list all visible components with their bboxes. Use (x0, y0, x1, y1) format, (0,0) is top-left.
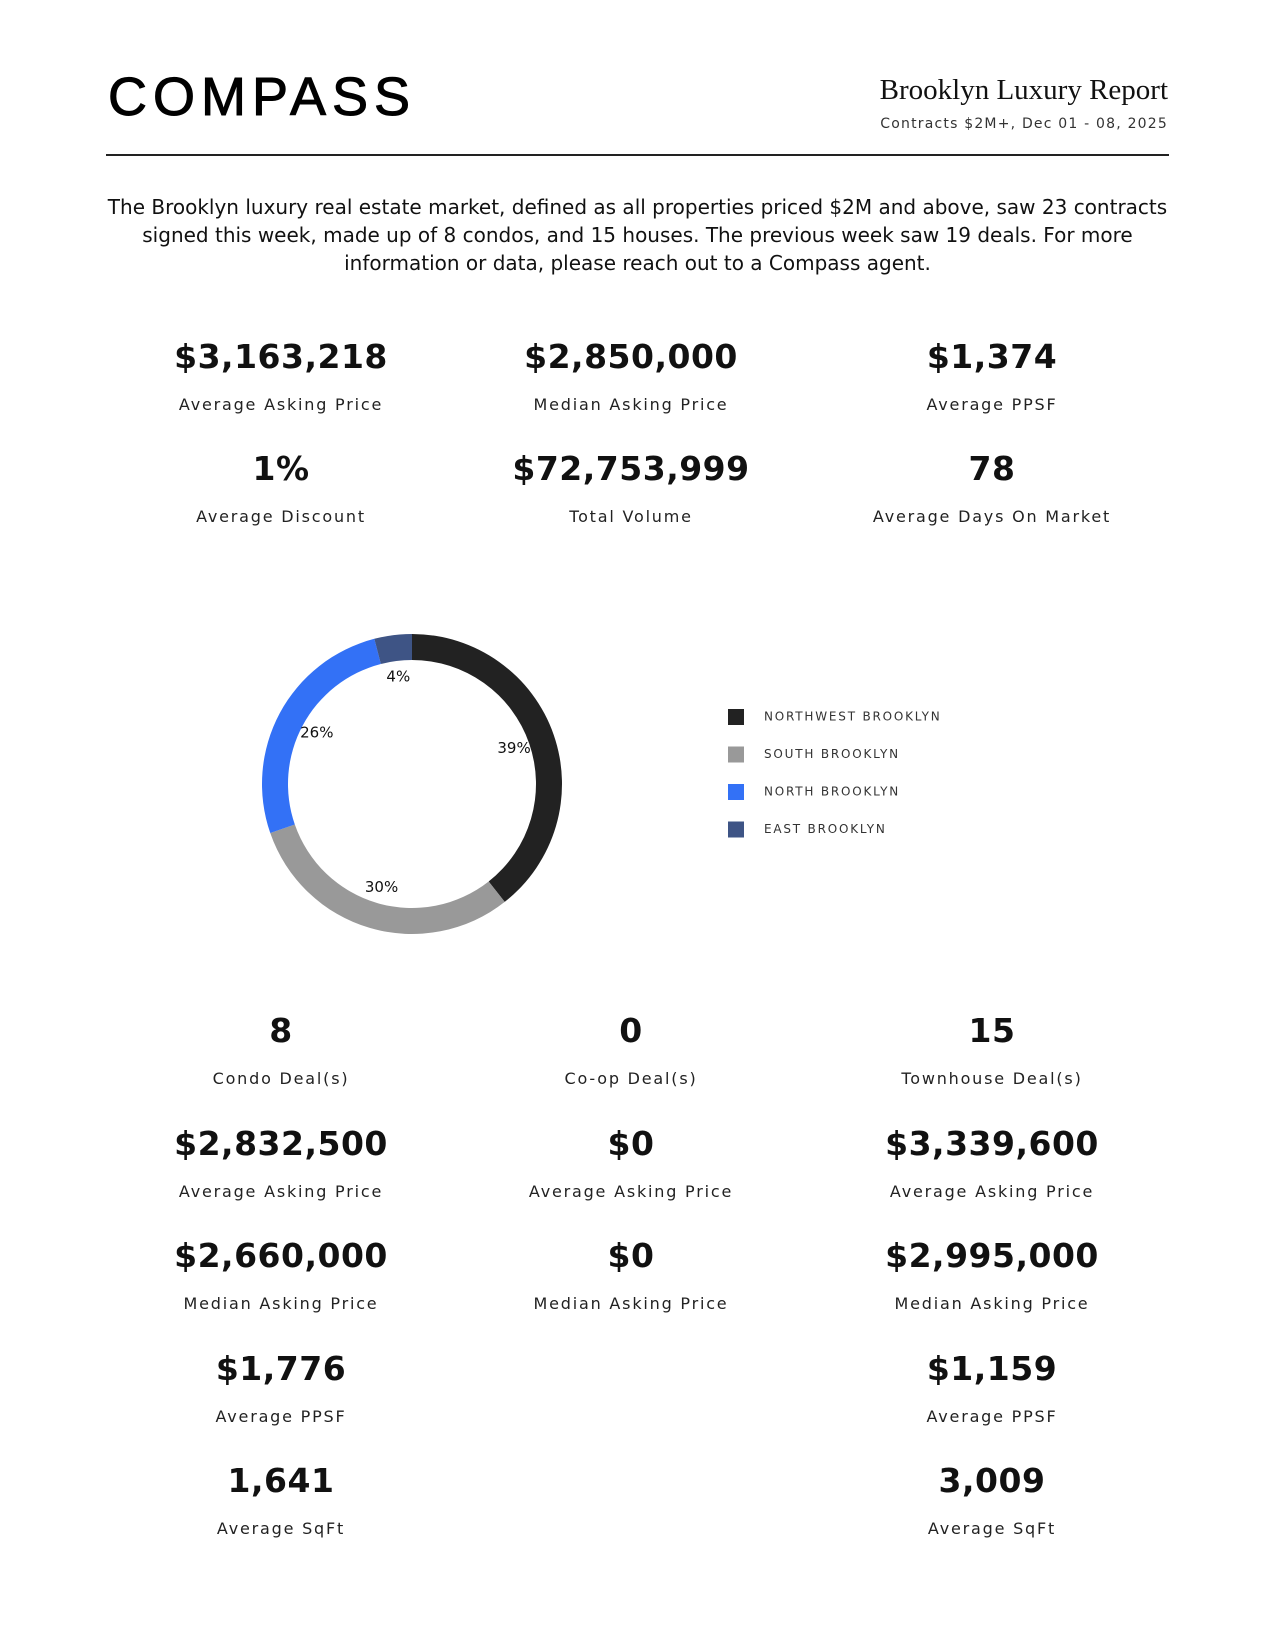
stat-label: Average Asking Price (178, 395, 384, 414)
stat-value: $3,339,600 (885, 1123, 1099, 1163)
segment-label: 30% (365, 878, 398, 896)
legend-swatch (728, 746, 744, 763)
donut-segment (261, 638, 381, 834)
stat-value: $1,374 (926, 337, 1058, 376)
stat-label: Co-op Deal(s) (564, 1069, 698, 1088)
stat-value: $2,850,000 (524, 337, 738, 376)
stat-label: Townhouse Deal(s) (901, 1069, 1083, 1088)
stat-value: $2,995,000 (885, 1236, 1099, 1275)
stat-label: Average Asking Price (178, 1181, 384, 1201)
stat-label: Average Asking Price (528, 1181, 734, 1201)
legend-label: SOUTH BROOKLYN (764, 747, 900, 761)
donut-segment (374, 634, 412, 664)
segment-label: 26% (300, 723, 333, 741)
stat-label: Average Days On Market (872, 507, 1112, 526)
stat-value: $72,753,999 (512, 449, 750, 488)
stat-label: Average PPSF (926, 395, 1058, 414)
divider (106, 154, 1169, 156)
stat-label: Total Volume (569, 507, 693, 526)
stat-label: Average SqFt (216, 1519, 346, 1538)
stat-label: Average Asking Price (889, 1181, 1095, 1201)
stat-value: $0 (607, 1236, 655, 1275)
stat-value: 3,009 (938, 1461, 1046, 1500)
stat-value: $1,159 (926, 1348, 1058, 1388)
stat-value: 78 (968, 449, 1016, 488)
donut-chart: 39% 30% 26% 4% NORTHWEST BROOKLYN SOUTH BROOK… (261, 634, 942, 934)
logo: COMPASS (107, 67, 417, 127)
stat-label: Median Asking Price (894, 1294, 1090, 1313)
stat-value: 1% (252, 449, 310, 488)
stat-label: Median Asking Price (533, 395, 729, 414)
stat-value: 1,641 (227, 1461, 335, 1500)
stat-label: Average PPSF (926, 1406, 1058, 1426)
stat-value: $2,832,500 (174, 1123, 388, 1163)
stat-value: $3,163,218 (174, 337, 388, 376)
legend-swatch (728, 784, 744, 800)
report-title: Brooklyn Luxury Report (879, 74, 1168, 106)
stat-value: 8 (269, 1011, 293, 1050)
segment-label: 4% (386, 667, 410, 685)
stat-value: 0 (619, 1011, 643, 1050)
segment-label: 39% (497, 739, 530, 757)
legend-label: NORTH BROOKLYN (764, 785, 900, 799)
stat-value: 15 (968, 1011, 1016, 1050)
stat-label: Average PPSF (215, 1406, 347, 1426)
legend-swatch (728, 821, 744, 838)
stat-value: $0 (607, 1123, 655, 1163)
report-subtitle: Contracts $2M+, Dec 01 - 08, 2025 (880, 116, 1168, 132)
stat-label: Median Asking Price (533, 1294, 729, 1313)
legend-label: EAST BROOKLYN (764, 822, 887, 836)
intro-text: The Brooklyn luxury real estate market, … (107, 195, 1168, 275)
legend-label: NORTHWEST BROOKLYN (764, 710, 942, 724)
donut-segment (270, 824, 505, 934)
stat-label: Average SqFt (927, 1519, 1057, 1538)
stat-label: Average Discount (196, 507, 366, 526)
legend-swatch (728, 709, 744, 725)
donut-segment (412, 634, 562, 902)
stat-label: Median Asking Price (183, 1294, 379, 1313)
stat-value: $1,776 (215, 1348, 347, 1388)
stat-value: $2,660,000 (174, 1236, 388, 1275)
stat-label: Condo Deal(s) (212, 1069, 350, 1088)
